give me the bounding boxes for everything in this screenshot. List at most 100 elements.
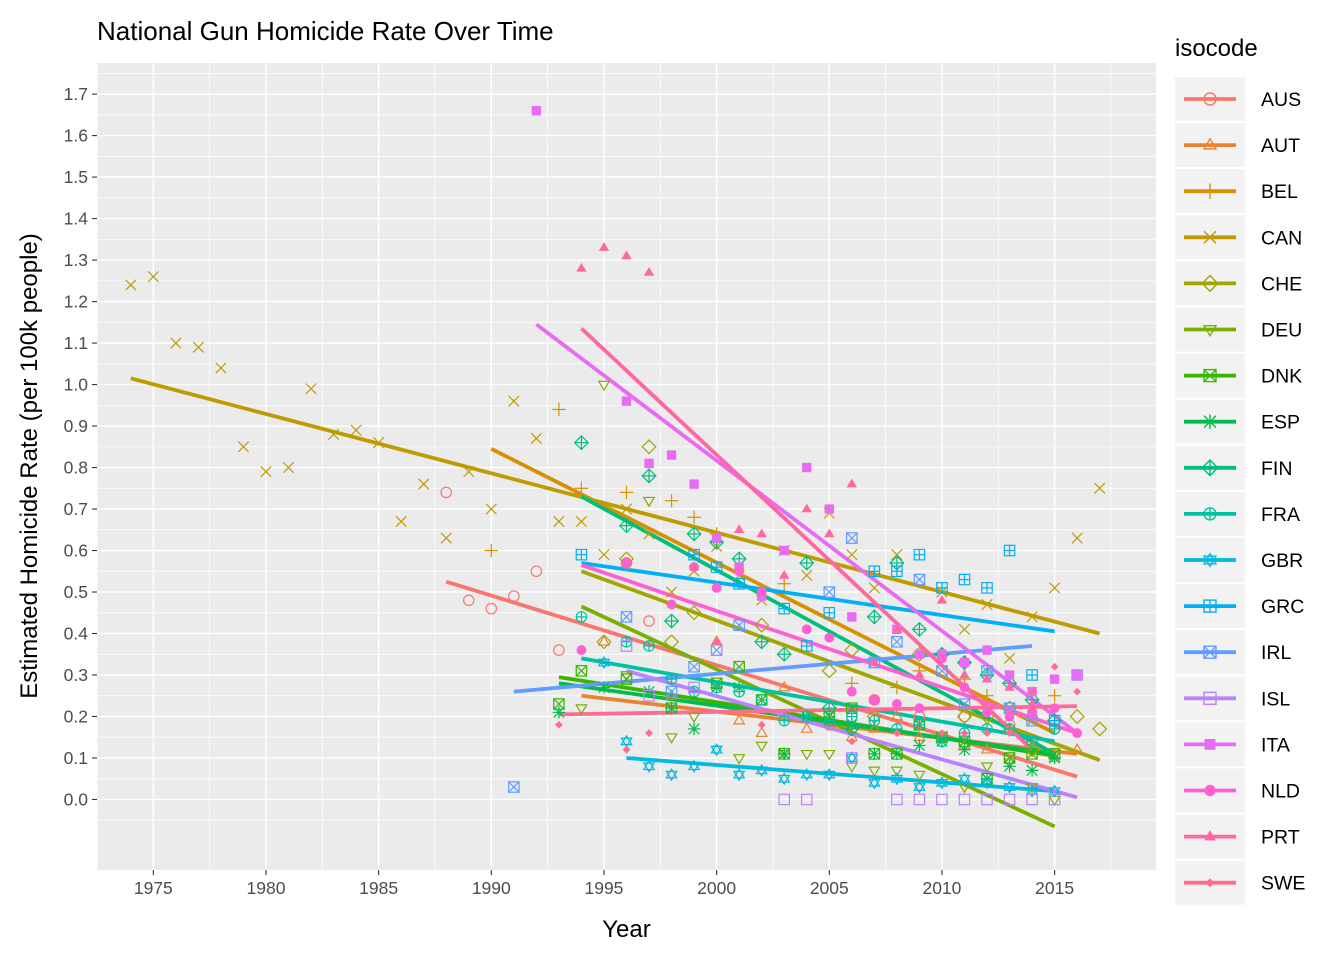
data-point-marker — [801, 624, 812, 635]
data-point — [1072, 728, 1083, 739]
data-point-marker — [777, 772, 791, 783]
data-point — [575, 704, 588, 715]
data-point — [800, 749, 814, 761]
data-point — [846, 686, 857, 697]
data-point — [665, 673, 678, 685]
data-point — [1026, 748, 1038, 760]
data-point — [575, 548, 588, 561]
data-point-marker — [801, 569, 813, 582]
legend-label: SWE — [1261, 873, 1305, 895]
data-point-marker — [868, 776, 881, 787]
data-point-marker — [869, 694, 880, 705]
data-point — [980, 688, 994, 703]
data-point-marker — [643, 528, 655, 540]
data-point — [847, 737, 856, 746]
data-point — [914, 649, 925, 659]
data-point — [555, 720, 563, 729]
data-point — [688, 660, 700, 673]
data-point — [1026, 735, 1038, 748]
data-point — [936, 735, 948, 748]
data-point — [824, 528, 835, 538]
data-point-marker — [778, 793, 791, 806]
data-point-marker — [958, 735, 971, 748]
data-point — [777, 680, 791, 692]
data-point-marker — [823, 749, 836, 761]
data-point-marker — [890, 709, 904, 721]
data-point-marker — [643, 615, 655, 627]
data-point-marker — [846, 752, 858, 764]
data-point-marker — [665, 586, 678, 598]
legend: isocode AUS AUT BEL CAN CHE DEU DNK ESP FIN FRA GB… — [1175, 35, 1305, 905]
data-point — [642, 496, 656, 508]
data-point-marker — [846, 478, 858, 488]
data-point-marker — [869, 657, 880, 666]
data-point-marker — [485, 503, 497, 515]
y-tick-label: 0.1 — [64, 748, 88, 768]
data-point — [688, 681, 700, 694]
data-point — [553, 515, 565, 528]
data-point-marker — [913, 573, 926, 586]
data-point — [890, 680, 904, 695]
data-point-marker — [553, 644, 565, 656]
data-point — [733, 685, 745, 698]
data-point-marker — [733, 524, 745, 534]
x-tick-label: 1995 — [584, 878, 623, 898]
x-tick-label: 1990 — [472, 878, 511, 898]
data-point-marker — [1028, 687, 1036, 696]
data-point-marker — [892, 729, 901, 737]
legend-label: BEL — [1261, 181, 1298, 203]
data-point-marker — [958, 623, 971, 635]
x-axis: 1975 1980 1985 1990 1995 2000 2005 2010 2015 — [134, 870, 1074, 898]
data-point-marker — [891, 549, 903, 561]
data-point-marker — [821, 663, 837, 679]
data-point-marker — [1071, 669, 1083, 681]
data-point — [868, 747, 881, 761]
data-point-marker — [1026, 793, 1038, 806]
plot-area — [96, 63, 1156, 870]
legend-label: DEU — [1261, 320, 1302, 342]
data-point — [800, 767, 814, 782]
data-point — [1048, 714, 1061, 727]
data-point — [643, 640, 655, 652]
series-isl — [620, 640, 1083, 806]
data-point-marker — [891, 793, 903, 806]
data-point-marker — [530, 432, 542, 445]
data-point — [824, 632, 835, 643]
data-point-marker — [1048, 752, 1061, 764]
data-point — [642, 759, 656, 773]
data-point — [1026, 669, 1038, 681]
data-point — [666, 450, 677, 460]
data-point — [1047, 688, 1062, 703]
data-point-marker — [981, 793, 993, 806]
data-point-marker — [913, 783, 926, 794]
data-point — [552, 402, 566, 417]
legend-label: CAN — [1261, 227, 1302, 249]
data-point-marker — [620, 611, 633, 623]
data-point — [1048, 582, 1061, 594]
legend-item-irl: IRL — [1175, 630, 1292, 675]
data-point-marker — [981, 665, 993, 677]
data-point — [620, 557, 633, 569]
data-point-marker — [530, 565, 543, 578]
data-point-marker — [958, 744, 971, 756]
data-point — [868, 582, 880, 594]
y-tick-label: 1.1 — [64, 333, 88, 353]
data-point — [170, 337, 182, 349]
data-point — [846, 478, 858, 488]
data-point-marker — [755, 741, 768, 753]
data-point — [1048, 751, 1061, 765]
y-tick-label: 0.8 — [64, 458, 88, 478]
data-point — [981, 793, 993, 806]
data-point-marker — [643, 685, 655, 698]
data-point — [823, 749, 836, 761]
data-point-marker — [937, 653, 947, 664]
data-point-marker — [800, 767, 814, 779]
data-point-marker — [327, 428, 340, 440]
data-point-marker — [596, 634, 612, 650]
data-point-marker — [1072, 670, 1082, 680]
data-point — [597, 655, 611, 670]
trend-line-can — [130, 376, 1101, 636]
data-point — [645, 729, 653, 737]
data-point-marker — [824, 504, 834, 514]
data-point-marker — [192, 341, 205, 353]
